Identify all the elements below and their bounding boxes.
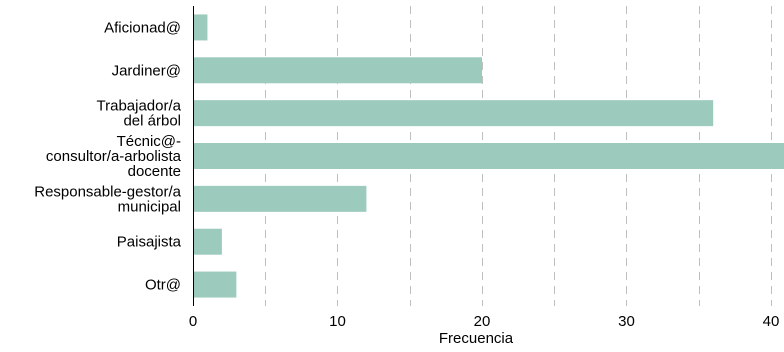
x-tick-label: 0 — [189, 313, 197, 330]
bar — [193, 271, 237, 298]
x-axis: 0 10 20 30 40 — [189, 6, 780, 330]
bar — [193, 185, 367, 212]
x-axis-title: Frecuencia — [439, 330, 514, 347]
x-tick-label: 10 — [329, 313, 346, 330]
bar — [193, 100, 714, 127]
bars — [193, 14, 784, 298]
category-label: Otr@ — [145, 277, 181, 294]
bar — [193, 57, 482, 84]
category-label: Paisajista — [117, 234, 182, 251]
category-label: Aficionad@ — [104, 19, 181, 36]
category-labels: Aficionad@ Jardiner@ Trabajador/a del árbol… — [34, 19, 181, 293]
bar — [193, 143, 784, 169]
category-label: Jardiner@ — [112, 62, 181, 79]
bar — [193, 14, 208, 41]
x-tick-label: 20 — [474, 313, 491, 330]
grid-lines — [265, 6, 772, 306]
category-label: Técnic@-consultor/a-arbolista docente — [46, 133, 182, 180]
bar — [193, 228, 222, 255]
category-label: Trabajador/a del árbol — [97, 98, 182, 130]
x-tick-label: 30 — [618, 313, 635, 330]
x-tick-label: 40 — [763, 313, 780, 330]
category-label: Responsable-gestor/a municipal — [34, 183, 181, 215]
